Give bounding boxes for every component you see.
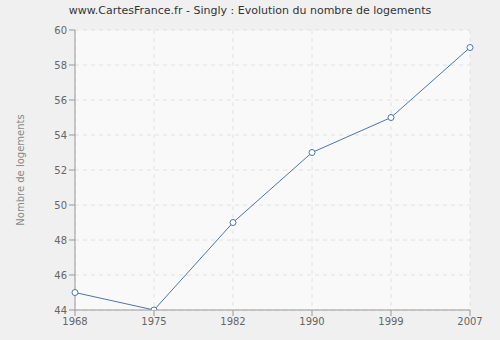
svg-text:46: 46 [54, 270, 67, 281]
svg-text:1999: 1999 [378, 316, 403, 327]
svg-text:1975: 1975 [141, 316, 166, 327]
html-text:www.CartesFrance.fr - Singly :: www.CartesFrance.fr - Singly : Evolution… [68, 4, 432, 17]
svg-text:56: 56 [54, 95, 67, 106]
svg-text:48: 48 [54, 235, 67, 246]
svg-text:60: 60 [54, 25, 67, 36]
svg-text:44: 44 [54, 305, 67, 316]
svg-text:1990: 1990 [299, 316, 324, 327]
svg-text:52: 52 [54, 165, 67, 176]
svg-text:2007: 2007 [457, 316, 482, 327]
svg-text:Nombre de logements: Nombre de logements [15, 114, 26, 225]
svg-text:1982: 1982 [220, 316, 245, 327]
svg-text:1968: 1968 [62, 316, 87, 327]
svg-text:58: 58 [54, 60, 67, 71]
svg-text:54: 54 [54, 130, 67, 141]
svg-text:50: 50 [54, 200, 67, 211]
